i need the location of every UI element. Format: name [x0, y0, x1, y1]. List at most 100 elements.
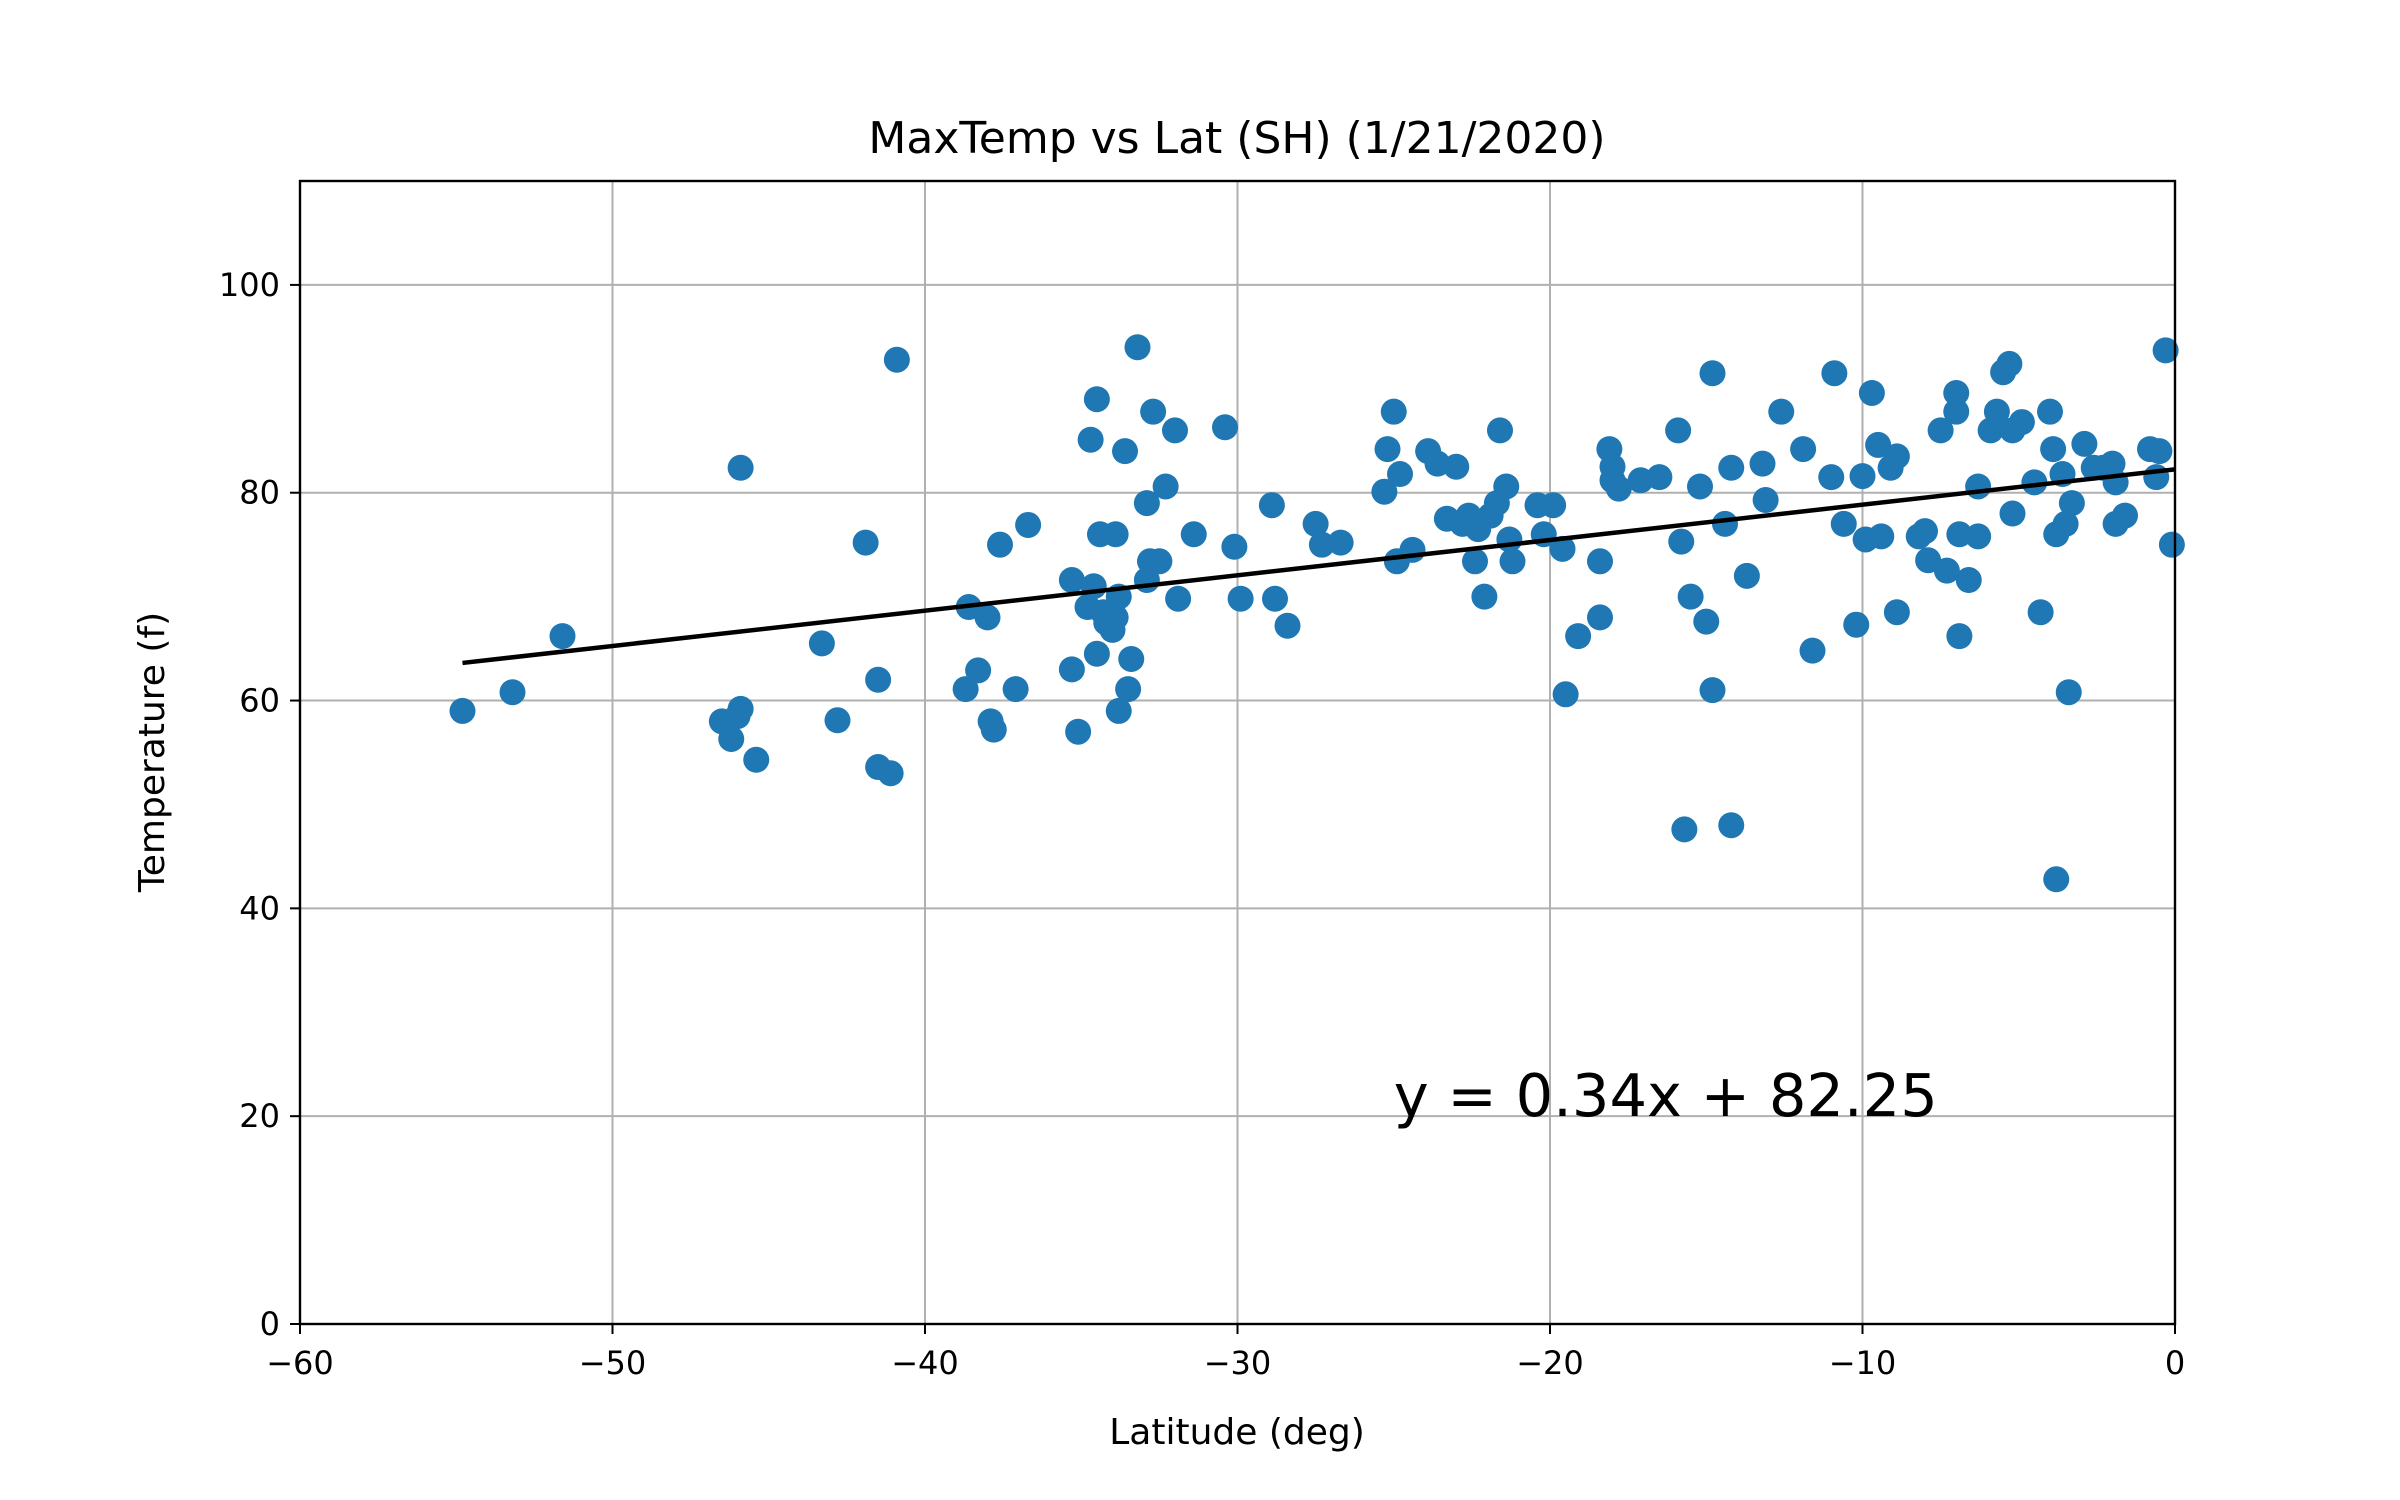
data-point: [1946, 521, 1973, 548]
data-point: [1955, 567, 1982, 594]
data-point: [1699, 360, 1726, 387]
data-point: [718, 725, 745, 752]
data-point: [1118, 645, 1145, 672]
data-point: [1058, 567, 1085, 594]
data-point: [727, 454, 754, 481]
data-point: [1083, 386, 1110, 413]
data-point: [2112, 502, 2138, 529]
data-point: [1487, 417, 1513, 444]
data-point: [1058, 656, 1085, 683]
y-tick-label: 0: [260, 1305, 280, 1343]
data-point: [1587, 604, 1613, 631]
x-tick-label: −10: [1829, 1344, 1897, 1382]
data-point: [1830, 510, 1857, 537]
data-point: [1843, 611, 1870, 638]
data-point: [1605, 475, 1632, 502]
data-point: [1133, 490, 1160, 517]
data-point: [1374, 436, 1401, 463]
data-point: [1671, 816, 1698, 843]
data-point: [824, 707, 851, 734]
regression-layer: [462, 467, 2176, 666]
data-point: [1927, 417, 1954, 444]
data-point: [1858, 379, 1885, 406]
data-point: [1565, 623, 1592, 650]
data-point: [1112, 438, 1138, 465]
data-point: [499, 679, 526, 706]
x-tick-label: −50: [579, 1344, 647, 1382]
data-point: [1499, 548, 1526, 575]
data-point: [549, 623, 576, 650]
data-point: [965, 657, 992, 684]
data-point: [1552, 681, 1579, 708]
data-point: [1983, 398, 2010, 425]
x-tick-label: −40: [891, 1344, 959, 1382]
data-point: [1002, 676, 1029, 703]
data-point: [2058, 490, 2085, 517]
data-point: [1080, 573, 1107, 600]
data-point: [852, 529, 879, 556]
data-point: [1818, 464, 1845, 491]
data-point: [1540, 492, 1567, 519]
data-point: [987, 531, 1013, 558]
data-point: [2037, 398, 2063, 425]
data-point: [1946, 623, 1973, 650]
x-tick-label: −30: [1204, 1344, 1272, 1382]
data-point: [1718, 812, 1745, 839]
data-point: [1258, 492, 1285, 519]
data-point: [1849, 463, 1876, 490]
data-point: [1015, 511, 1042, 538]
data-point: [1162, 417, 1188, 444]
y-tick-label: 60: [239, 682, 280, 720]
data-point: [1933, 557, 1960, 584]
data-point: [2021, 469, 2048, 496]
data-point: [1646, 464, 1673, 491]
data-point: [952, 676, 979, 703]
data-point: [1699, 677, 1726, 704]
y-tick-label: 40: [239, 889, 280, 927]
data-point: [1943, 379, 1970, 406]
x-tick-label: −20: [1516, 1344, 1584, 1382]
data-point: [883, 346, 910, 373]
data-point: [1371, 478, 1398, 505]
y-axis-title: Temperature (f): [132, 612, 173, 893]
data-point: [1733, 562, 1760, 589]
data-point: [2152, 337, 2179, 364]
data-point: [1105, 697, 1132, 724]
data-point: [877, 760, 904, 787]
data-point: [1083, 640, 1110, 667]
data-point: [1380, 398, 1407, 425]
data-point: [1712, 510, 1738, 537]
data-point: [865, 666, 892, 693]
x-axis-title: Latitude (deg): [1109, 1412, 1365, 1453]
data-point: [2158, 531, 2185, 558]
data-point: [1065, 718, 1092, 745]
data-point: [1102, 521, 1129, 548]
data-point: [1471, 583, 1498, 610]
data-point: [727, 695, 754, 722]
data-point: [1790, 436, 1817, 463]
data-point: [1687, 473, 1713, 500]
data-point: [2040, 436, 2067, 463]
data-point: [1152, 473, 1179, 500]
data-point: [1327, 529, 1354, 556]
x-tick-label: −60: [266, 1344, 334, 1382]
data-point: [1262, 585, 1288, 612]
data-point: [2027, 599, 2054, 626]
data-point: [808, 630, 835, 657]
data-point: [1146, 548, 1173, 575]
data-point: [1865, 431, 1892, 458]
data-point: [1752, 487, 1779, 514]
data-point: [1221, 533, 1248, 560]
data-point: [1399, 536, 1426, 563]
data-point: [743, 746, 770, 773]
data-point: [2043, 866, 2070, 893]
data-point: [2146, 438, 2173, 465]
data-point: [2071, 430, 2098, 457]
data-point: [2008, 409, 2035, 436]
data-point: [1496, 526, 1523, 553]
chart-title: MaxTemp vs Lat (SH) (1/21/2020): [868, 113, 1605, 164]
data-point: [974, 604, 1001, 631]
data-point: [1868, 523, 1895, 550]
data-point: [1665, 417, 1692, 444]
